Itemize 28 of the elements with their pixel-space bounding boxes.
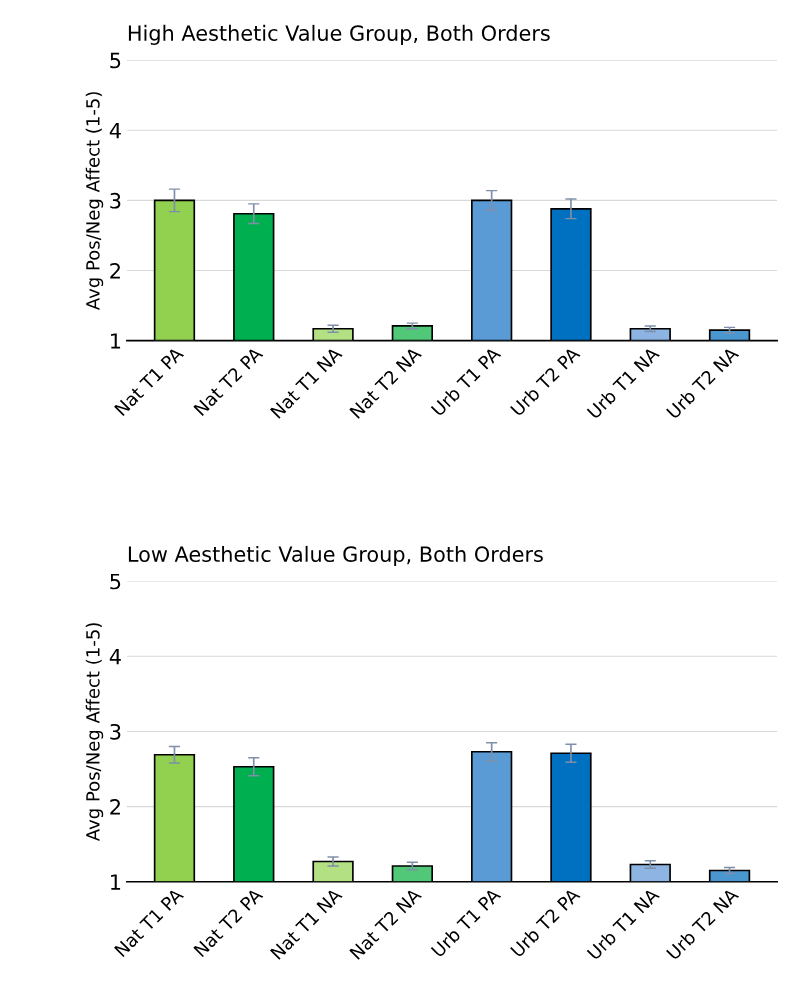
y-tick-label: 1 — [111, 874, 121, 890]
y-axis-title: Avg Pos/Neg Affect (1-5) — [85, 623, 104, 842]
x-tick-label: Nat T2 PA — [193, 886, 264, 958]
chart-title: High Aesthetic Value Group, Both Orders — [128, 24, 550, 46]
y-tick-label: 3 — [110, 192, 121, 209]
x-tick-label: Nat T1 NA — [270, 887, 343, 960]
y-tick-label: 4 — [109, 649, 121, 665]
y-axis-title: Avg Pos/Neg Affect (1-5) — [85, 92, 104, 311]
y-tick-label: 2 — [110, 262, 120, 279]
y-tick-label: 4 — [109, 122, 121, 139]
x-tick-label: Urb T2 NA — [665, 886, 740, 961]
y-tick-label: 2 — [110, 799, 120, 815]
x-tick-label: Nat T2 PA — [193, 345, 264, 417]
x-tick-label: Urb T1 PA — [430, 345, 502, 417]
y-tick-label: 5 — [110, 52, 121, 69]
x-tick-label: Nat T2 NA — [349, 886, 423, 960]
y-tick-label: 3 — [110, 723, 121, 740]
y-tick-label: 1 — [111, 333, 121, 349]
x-tick-label: Urb T1 PA — [430, 886, 502, 958]
x-tick-label: Urb T1 NA — [586, 345, 661, 420]
chart-title: Low Aesthetic Value Group, Both Orders — [128, 545, 543, 567]
x-tick-label: Nat T1 NA — [270, 346, 343, 419]
x-tick-label: Urb T1 NA — [586, 886, 661, 961]
x-tick-label: Urb T2 NA — [665, 345, 740, 420]
x-tick-label: Urb T2 PA — [509, 345, 581, 417]
x-tick-label: Nat T2 NA — [349, 345, 423, 419]
x-tick-label: Urb T2 PA — [509, 886, 581, 958]
y-tick-label: 5 — [110, 573, 121, 590]
